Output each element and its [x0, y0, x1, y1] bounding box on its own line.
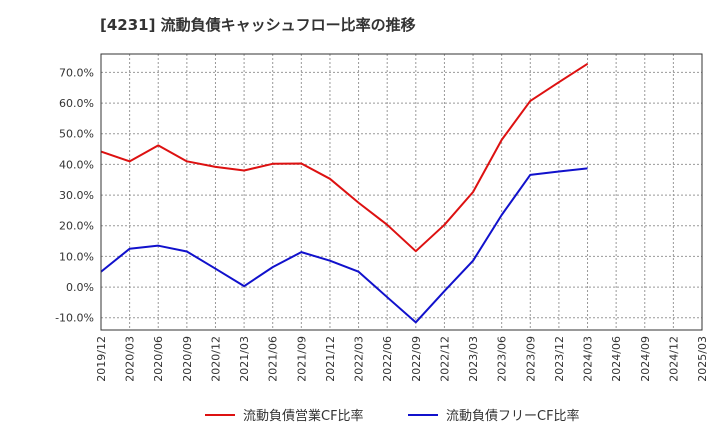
y-tick-label: 20.0%: [59, 220, 94, 233]
x-tick-label: 2023/09: [524, 336, 537, 382]
y-tick-label: 50.0%: [59, 128, 94, 141]
x-tick-label: 2023/12: [553, 336, 566, 382]
x-tick-label: 2020/09: [181, 336, 194, 382]
y-tick-label: 10.0%: [59, 250, 94, 263]
x-axis-ticks: 2019/12 2020/03 2020/06 2020/09 2020/12 2021/…: [95, 336, 709, 382]
x-tick-label: 2020/06: [152, 336, 165, 382]
x-tick-label: 2023/03: [467, 336, 480, 382]
x-tick-label: 2021/12: [324, 336, 337, 382]
x-tick-label: 2021/03: [238, 336, 251, 382]
x-tick-label: 2022/03: [353, 336, 366, 382]
legend: 流動負債営業CF比率 流動負債フリーCF比率: [205, 408, 580, 424]
y-tick-label: 0.0%: [66, 281, 94, 294]
x-tick-label: 2020/12: [209, 336, 222, 382]
series-layer: [100, 62, 589, 324]
series-line-1: [100, 62, 589, 253]
x-tick-label: 2021/09: [295, 336, 308, 382]
y-tick-label: 40.0%: [59, 158, 94, 171]
chart-title: [4231] 流動負債キャッシュフロー比率の推移: [100, 16, 416, 34]
grid-layer: [101, 54, 702, 330]
y-axis-ticks: 70.0% 60.0% 50.0% 40.0% 30.0% 20.0% 10.0% 0.0% -…: [55, 66, 94, 324]
x-tick-label: 2024/06: [610, 336, 623, 382]
legend-label: 流動負債フリーCF比率: [446, 408, 580, 424]
x-tick-label: 2024/03: [582, 336, 595, 382]
series-line-2: [100, 167, 588, 324]
x-tick-label: 2024/09: [639, 336, 652, 382]
x-tick-label: 2022/06: [381, 336, 394, 382]
plot-area-frame: [100, 53, 703, 331]
y-tick-label: -10.0%: [55, 312, 94, 325]
x-tick-label: 2019/12: [95, 336, 108, 382]
y-tick-label: 60.0%: [59, 97, 94, 110]
x-tick-label: 2020/03: [124, 336, 137, 382]
legend-label: 流動負債営業CF比率: [243, 408, 364, 424]
x-tick-label: 2022/12: [438, 336, 451, 382]
x-tick-label: 2023/06: [496, 336, 509, 382]
x-tick-label: 2025/03: [696, 336, 709, 382]
x-tick-label: 2024/12: [667, 336, 680, 382]
x-tick-label: 2021/06: [267, 336, 280, 382]
y-tick-label: 30.0%: [59, 189, 94, 202]
x-tick-label: 2022/09: [410, 336, 423, 382]
y-tick-label: 70.0%: [59, 66, 94, 79]
